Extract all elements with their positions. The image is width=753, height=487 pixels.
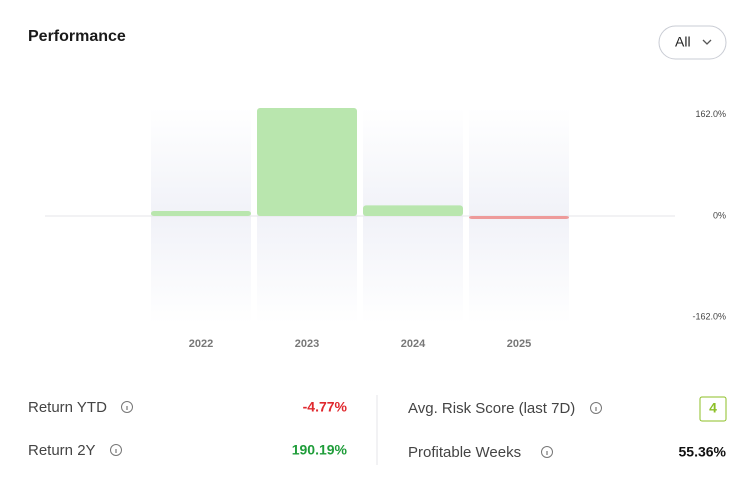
bar	[151, 211, 251, 216]
y-tick-label: 0%	[713, 210, 726, 220]
info-icon	[541, 446, 553, 458]
stat-value: 190.19%	[292, 442, 348, 458]
stat-value: 4	[709, 400, 717, 416]
stat-value: 55.36%	[679, 444, 727, 460]
x-tick-label: 2024	[401, 338, 426, 350]
bar	[363, 205, 463, 216]
stat-label: Return 2Y	[28, 442, 96, 459]
bar	[469, 216, 569, 219]
info-icon	[590, 402, 602, 414]
x-tick-label: 2025	[507, 338, 531, 350]
stat-label: Avg. Risk Score (last 7D)	[408, 400, 575, 417]
stat-label: Profitable Weeks	[408, 444, 521, 461]
y-tick-label: -162.0%	[692, 312, 726, 322]
x-tick-label: 2022	[189, 338, 213, 350]
title: Performance	[28, 28, 126, 45]
info-icon	[121, 401, 133, 413]
chevron	[702, 39, 712, 45]
info-icon	[110, 444, 122, 456]
risk-badge	[699, 396, 727, 422]
x-tick-label: 2023	[295, 338, 319, 350]
y-tick-label: 162.0%	[695, 109, 726, 119]
filter-label[interactable]: All	[675, 34, 691, 50]
bar	[257, 108, 357, 216]
stat-value: -4.77%	[303, 399, 348, 415]
filter-dropdown[interactable]	[658, 25, 727, 60]
stat-label: Return YTD	[28, 399, 107, 416]
